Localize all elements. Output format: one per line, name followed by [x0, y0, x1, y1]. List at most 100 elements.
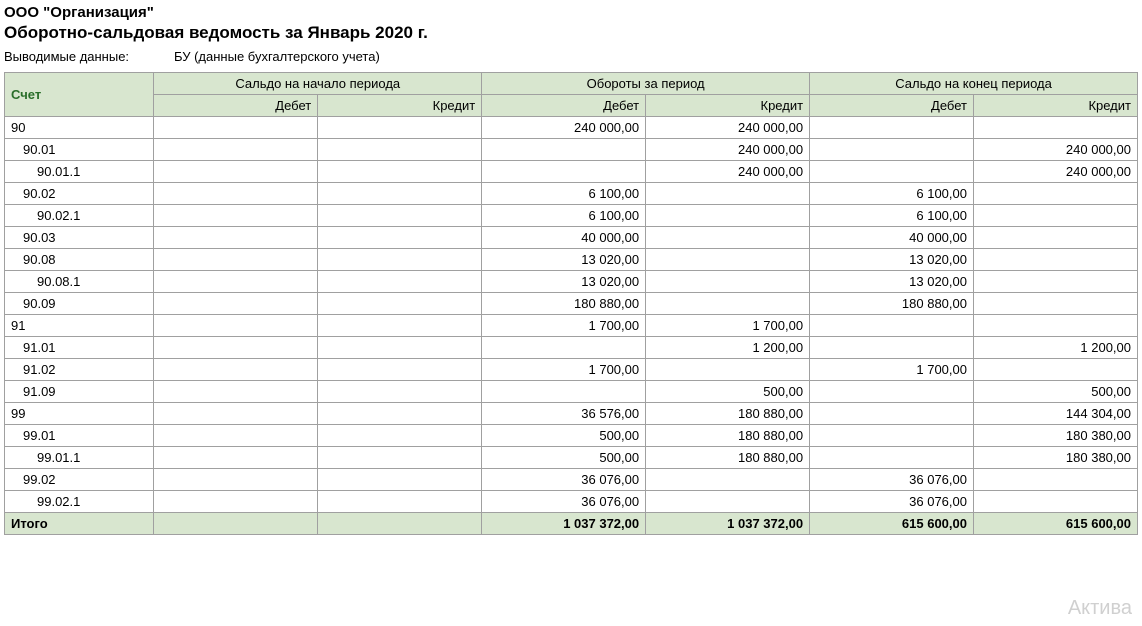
cell-close_c [973, 117, 1137, 139]
cell-close_c: 180 380,00 [973, 447, 1137, 469]
cell-turn_d: 36 576,00 [482, 403, 646, 425]
cell-open_d [154, 359, 318, 381]
cell-account: 99 [5, 403, 154, 425]
cell-account: 99.01 [5, 425, 154, 447]
cell-open_c [318, 469, 482, 491]
cell-close_c [973, 293, 1137, 315]
table-row: 9936 576,00180 880,00144 304,00 [5, 403, 1138, 425]
cell-open_d [154, 469, 318, 491]
table-row: 90240 000,00240 000,00 [5, 117, 1138, 139]
cell-turn_c [646, 271, 810, 293]
cell-total-close_d: 615 600,00 [810, 513, 974, 535]
cell-open_c [318, 205, 482, 227]
cell-close_d [810, 337, 974, 359]
cell-turn_d: 6 100,00 [482, 205, 646, 227]
cell-open_d [154, 161, 318, 183]
cell-total-open_c [318, 513, 482, 535]
cell-close_c [973, 271, 1137, 293]
cell-open_d [154, 205, 318, 227]
cell-open_c [318, 491, 482, 513]
cell-open_c [318, 117, 482, 139]
cell-account: 91.02 [5, 359, 154, 381]
cell-turn_c [646, 359, 810, 381]
table-row: 90.0340 000,0040 000,00 [5, 227, 1138, 249]
cell-close_c: 500,00 [973, 381, 1137, 403]
cell-total-open_d [154, 513, 318, 535]
cell-account: 90.01.1 [5, 161, 154, 183]
cell-close_c [973, 469, 1137, 491]
cell-turn_d: 240 000,00 [482, 117, 646, 139]
cell-open_d [154, 227, 318, 249]
report-title: Оборотно-сальдовая ведомость за Январь 2… [4, 23, 1138, 43]
watermark: Актива [1068, 597, 1132, 620]
cell-turn_d: 13 020,00 [482, 249, 646, 271]
org-name: ООО "Организация" [4, 4, 1138, 21]
cell-open_c [318, 139, 482, 161]
cell-close_d: 180 880,00 [810, 293, 974, 315]
col-header-account: Счет [5, 73, 154, 117]
cell-open_c [318, 381, 482, 403]
cell-close_c: 240 000,00 [973, 139, 1137, 161]
cell-open_d [154, 117, 318, 139]
table-row: 90.0813 020,0013 020,00 [5, 249, 1138, 271]
cell-open_c [318, 315, 482, 337]
table-row: 90.09180 880,00180 880,00 [5, 293, 1138, 315]
cell-account: 99.01.1 [5, 447, 154, 469]
cell-turn_c: 180 880,00 [646, 447, 810, 469]
cell-turn_c [646, 205, 810, 227]
cell-close_d [810, 381, 974, 403]
table-row: 99.02.136 076,0036 076,00 [5, 491, 1138, 513]
cell-turn_d [482, 161, 646, 183]
cell-close_c: 1 200,00 [973, 337, 1137, 359]
table-row: 91.011 200,001 200,00 [5, 337, 1138, 359]
cell-account: 91 [5, 315, 154, 337]
cell-close_d: 1 700,00 [810, 359, 974, 381]
cell-open_c [318, 183, 482, 205]
cell-close_c [973, 249, 1137, 271]
cell-open_d [154, 425, 318, 447]
cell-turn_d: 500,00 [482, 425, 646, 447]
cell-close_d [810, 117, 974, 139]
cell-open_c [318, 425, 482, 447]
table-row: 90.01.1240 000,00240 000,00 [5, 161, 1138, 183]
meta-label: Выводимые данные: [4, 49, 174, 64]
col-header-turnover: Обороты за период [482, 73, 810, 95]
cell-turn_c [646, 227, 810, 249]
cell-close_d: 6 100,00 [810, 183, 974, 205]
cell-close_c [973, 491, 1137, 513]
cell-open_c [318, 337, 482, 359]
cell-account: 99.02 [5, 469, 154, 491]
cell-turn_c [646, 183, 810, 205]
cell-close_c [973, 359, 1137, 381]
cell-close_d: 13 020,00 [810, 271, 974, 293]
cell-turn_d [482, 381, 646, 403]
cell-turn_d: 36 076,00 [482, 469, 646, 491]
cell-turn_d: 1 700,00 [482, 359, 646, 381]
table-row: 91.02 1 700,00 1 700,00 [5, 359, 1138, 381]
cell-close_c [973, 205, 1137, 227]
cell-close_c [973, 183, 1137, 205]
cell-open_d [154, 403, 318, 425]
table-row: 99.01.1500,00180 880,00180 380,00 [5, 447, 1138, 469]
cell-total-turn_d: 1 037 372,00 [482, 513, 646, 535]
cell-open_d [154, 249, 318, 271]
table-row: 90.02.16 100,006 100,00 [5, 205, 1138, 227]
cell-open_c [318, 403, 482, 425]
cell-turn_c [646, 491, 810, 513]
cell-total-turn_c: 1 037 372,00 [646, 513, 810, 535]
table-row: 911 700,001 700,00 [5, 315, 1138, 337]
table-row: 90.01240 000,00240 000,00 [5, 139, 1138, 161]
cell-turn_d: 6 100,00 [482, 183, 646, 205]
cell-turn_c: 240 000,00 [646, 161, 810, 183]
cell-turn_d: 13 020,00 [482, 271, 646, 293]
cell-turn_d: 36 076,00 [482, 491, 646, 513]
cell-close_d: 36 076,00 [810, 469, 974, 491]
table-row: 99.01500,00180 880,00180 380,00 [5, 425, 1138, 447]
cell-open_d [154, 337, 318, 359]
cell-turn_c: 500,00 [646, 381, 810, 403]
table-row: 99.02 36 076,00 36 076,00 [5, 469, 1138, 491]
cell-close_d: 13 020,00 [810, 249, 974, 271]
cell-open_c [318, 249, 482, 271]
cell-close_d [810, 139, 974, 161]
cell-open_d [154, 381, 318, 403]
